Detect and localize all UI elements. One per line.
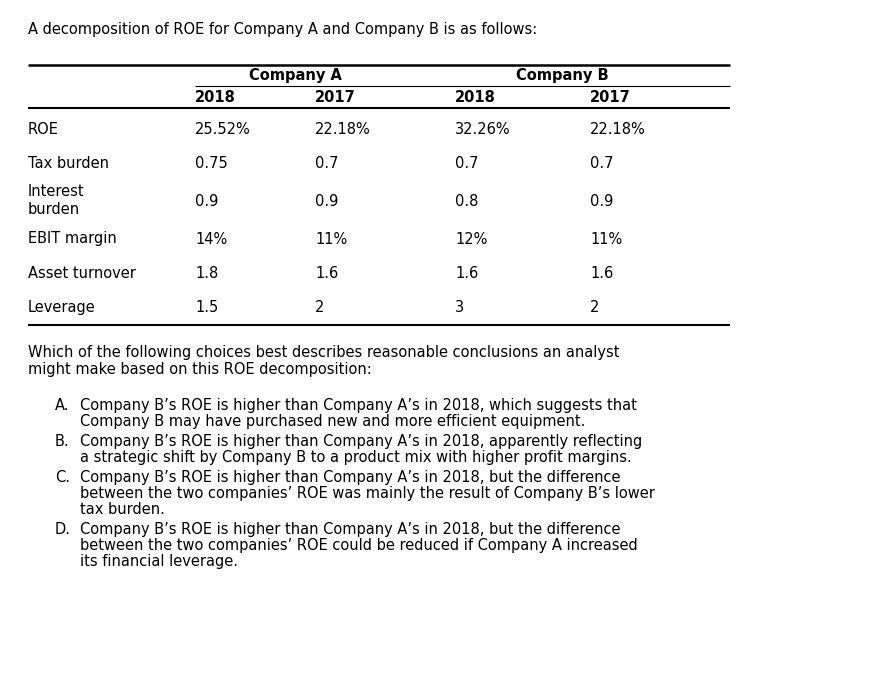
Text: Company B’s ROE is higher than Company A’s in 2018, but the difference: Company B’s ROE is higher than Company A… (80, 522, 620, 537)
Text: 0.9: 0.9 (195, 194, 218, 208)
Text: 32.26%: 32.26% (454, 122, 510, 136)
Text: Company B’s ROE is higher than Company A’s in 2018, which suggests that: Company B’s ROE is higher than Company A… (80, 398, 637, 413)
Text: 1.6: 1.6 (315, 265, 338, 280)
Text: might make based on this ROE decomposition:: might make based on this ROE decompositi… (28, 362, 371, 377)
Text: 11%: 11% (315, 232, 347, 246)
Text: 0.8: 0.8 (454, 194, 477, 208)
Text: 14%: 14% (195, 232, 227, 246)
Text: between the two companies’ ROE could be reduced if Company A increased: between the two companies’ ROE could be … (80, 538, 637, 553)
Text: Company B’s ROE is higher than Company A’s in 2018, apparently reflecting: Company B’s ROE is higher than Company A… (80, 434, 642, 449)
Text: 1.8: 1.8 (195, 265, 218, 280)
Text: EBIT margin: EBIT margin (28, 232, 116, 246)
Text: 1.5: 1.5 (195, 300, 218, 315)
Text: Which of the following choices best describes reasonable conclusions an analyst: Which of the following choices best desc… (28, 345, 619, 360)
Text: Asset turnover: Asset turnover (28, 265, 136, 280)
Text: 0.7: 0.7 (589, 155, 612, 170)
Text: 22.18%: 22.18% (589, 122, 645, 136)
Text: 2018: 2018 (195, 90, 236, 105)
Text: B.: B. (55, 434, 70, 449)
Text: 1.6: 1.6 (589, 265, 612, 280)
Text: 0.7: 0.7 (454, 155, 478, 170)
Text: A.: A. (55, 398, 70, 413)
Text: Leverage: Leverage (28, 300, 96, 315)
Text: Company A: Company A (249, 68, 341, 83)
Text: 1.6: 1.6 (454, 265, 477, 280)
Text: 22.18%: 22.18% (315, 122, 370, 136)
Text: 2017: 2017 (589, 90, 630, 105)
Text: Interest
burden: Interest burden (28, 185, 85, 217)
Text: 2: 2 (589, 300, 599, 315)
Text: 2: 2 (315, 300, 324, 315)
Text: D.: D. (55, 522, 71, 537)
Text: 12%: 12% (454, 232, 487, 246)
Text: 0.7: 0.7 (315, 155, 338, 170)
Text: its financial leverage.: its financial leverage. (80, 554, 238, 569)
Text: 0.9: 0.9 (589, 194, 612, 208)
Text: C.: C. (55, 470, 70, 485)
Text: between the two companies’ ROE was mainly the result of Company B’s lower: between the two companies’ ROE was mainl… (80, 486, 654, 501)
Text: Company B may have purchased new and more efficient equipment.: Company B may have purchased new and mor… (80, 414, 585, 429)
Text: 2017: 2017 (315, 90, 355, 105)
Text: tax burden.: tax burden. (80, 502, 164, 517)
Text: 0.75: 0.75 (195, 155, 227, 170)
Text: Tax burden: Tax burden (28, 155, 109, 170)
Text: 11%: 11% (589, 232, 621, 246)
Text: 3: 3 (454, 300, 464, 315)
Text: 25.52%: 25.52% (195, 122, 250, 136)
Text: a strategic shift by Company B to a product mix with higher profit margins.: a strategic shift by Company B to a prod… (80, 450, 631, 465)
Text: 0.9: 0.9 (315, 194, 338, 208)
Text: 2018: 2018 (454, 90, 495, 105)
Text: ROE: ROE (28, 122, 59, 136)
Text: Company B’s ROE is higher than Company A’s in 2018, but the difference: Company B’s ROE is higher than Company A… (80, 470, 620, 485)
Text: Company B: Company B (516, 68, 608, 83)
Text: A decomposition of ROE for Company A and Company B is as follows:: A decomposition of ROE for Company A and… (28, 22, 536, 37)
